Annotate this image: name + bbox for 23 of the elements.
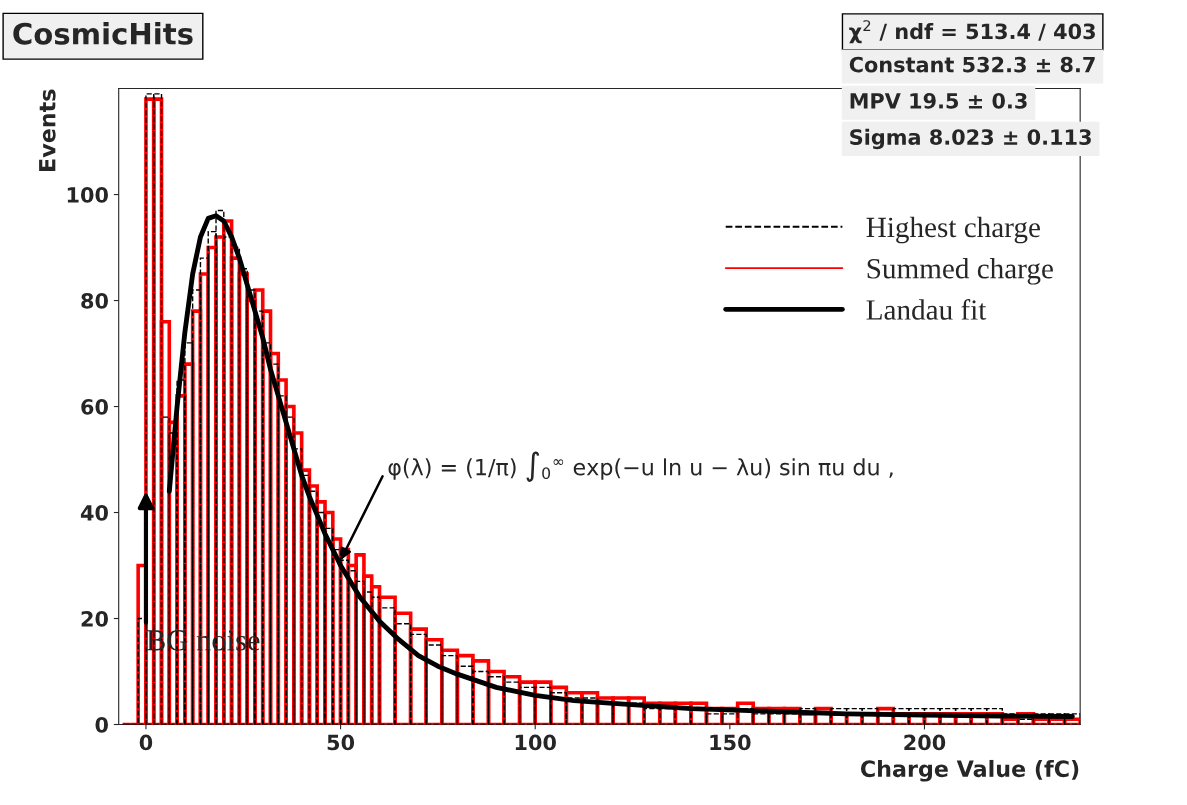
- x-tick-label: 200: [904, 734, 946, 751]
- y-tick-label: 20: [81, 610, 108, 627]
- x-tick-label: 0: [139, 734, 153, 751]
- chart-title: CosmicHits: [13, 22, 193, 45]
- annotation: BG noise: [146, 630, 260, 651]
- x-tick-label: 100: [515, 734, 556, 751]
- y-axis-title: Events: [39, 89, 56, 171]
- x-axis-title: Charge Value (fC): [860, 759, 1079, 782]
- y-tick-label: 80: [81, 292, 108, 309]
- legend-label: Highest charge: [866, 216, 1040, 244]
- y-tick-label: 100: [67, 186, 108, 203]
- text: χ$^{2}$ / ndf = 513.4 / 403: [849, 20, 1095, 44]
- annotation: φ(λ) = (1/π) ∫$_{0}$$^{∞}$ exp(−u ln u − λu) sin πu du ,: [388, 451, 893, 482]
- annotation: MPV 19.5 ± 0.3: [850, 92, 1027, 109]
- legend-label: Summed charge: [867, 258, 1053, 285]
- y-tick-label: 60: [81, 398, 108, 415]
- y-tick-label: 0: [95, 716, 108, 733]
- text: Constant 532.3 ± 8.7: [849, 56, 1095, 73]
- x-tick-label: 150: [710, 734, 751, 751]
- y-tick-label: 40: [80, 504, 108, 521]
- x-tick-label: 50: [327, 734, 355, 751]
- annotation: Sigma 8.023 ± 0.113: [850, 128, 1091, 150]
- legend-label: Landau fit: [866, 299, 987, 320]
